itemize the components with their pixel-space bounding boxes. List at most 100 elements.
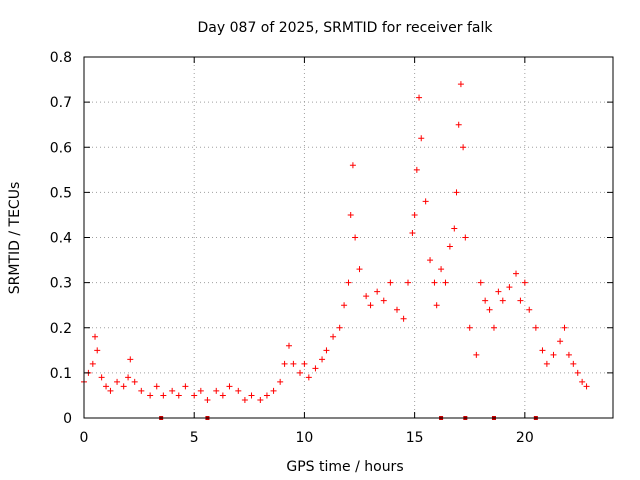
data-point	[341, 302, 348, 309]
data-point	[125, 374, 132, 381]
data-point	[457, 81, 464, 88]
data-point	[393, 306, 400, 313]
data-point	[197, 387, 204, 394]
y-axis-label: SRMTID / TECUs	[7, 182, 23, 295]
data-point	[499, 297, 506, 304]
data-point	[363, 293, 370, 300]
data-point	[345, 279, 352, 286]
data-point	[103, 383, 110, 390]
data-point	[400, 315, 407, 322]
tick-labels: 0 5 10 15 20 0 0.1 0.2 0.3 0.4 0.5 0.6 0.7 0.8	[50, 50, 534, 446]
data-point	[226, 383, 233, 390]
y-tick-label: 0	[63, 411, 72, 427]
data-point	[305, 374, 312, 381]
y-tick-label: 0.1	[50, 366, 72, 382]
data-point	[92, 333, 99, 340]
data-point	[550, 351, 557, 358]
data-point	[114, 378, 121, 385]
data-point	[349, 162, 356, 169]
data-point	[413, 166, 420, 173]
data-point	[347, 211, 354, 218]
data-point	[285, 342, 292, 349]
grid-lines	[84, 57, 613, 418]
data-point	[367, 302, 374, 309]
data-point	[204, 396, 211, 403]
data-point	[312, 365, 319, 372]
data-point	[526, 306, 533, 313]
data-point	[160, 392, 167, 399]
y-tick-label: 0.2	[50, 321, 72, 337]
data-point	[455, 121, 462, 128]
data-point	[219, 392, 226, 399]
data-point	[561, 324, 568, 331]
data-point	[490, 324, 497, 331]
data-point	[446, 243, 453, 250]
data-point	[579, 378, 586, 385]
data-point	[557, 338, 564, 345]
data-point	[374, 288, 381, 295]
data-point	[107, 387, 114, 394]
data-point	[94, 347, 101, 354]
data-point	[380, 297, 387, 304]
data-point	[574, 369, 581, 376]
data-point	[147, 392, 154, 399]
data-point	[301, 360, 308, 367]
data-point	[570, 360, 577, 367]
y-tick-label: 0.6	[50, 140, 72, 156]
data-point	[127, 356, 134, 363]
data-point	[131, 378, 138, 385]
y-tick-label: 0.3	[50, 276, 72, 292]
data-point	[422, 198, 429, 205]
chart-title: Day 087 of 2025, SRMTID for receiver fal…	[198, 20, 494, 36]
data-point	[330, 333, 337, 340]
data-point	[513, 270, 520, 277]
data-point	[213, 387, 220, 394]
data-point	[405, 279, 412, 286]
data-point	[462, 234, 469, 241]
data-point	[521, 279, 528, 286]
data-point	[138, 387, 145, 394]
x-tick-label: 20	[516, 430, 534, 446]
data-point	[460, 144, 467, 151]
data-point	[416, 94, 423, 101]
data-point	[411, 211, 418, 218]
data-point	[235, 387, 242, 394]
data-point	[263, 392, 270, 399]
x-axis-label: GPS time / hours	[286, 459, 403, 475]
data-point	[281, 360, 288, 367]
data-point	[241, 396, 248, 403]
data-point	[442, 279, 449, 286]
data-point	[175, 392, 182, 399]
data-point	[182, 383, 189, 390]
data-point	[532, 324, 539, 331]
data-point	[466, 324, 473, 331]
data-point	[506, 284, 513, 291]
data-point	[517, 297, 524, 304]
data-point	[191, 392, 198, 399]
data-point	[409, 229, 416, 236]
x-tick-label: 10	[296, 430, 314, 446]
data-point	[583, 383, 590, 390]
data-point	[473, 351, 480, 358]
data-point	[387, 279, 394, 286]
data-point	[277, 378, 284, 385]
data-point	[248, 392, 255, 399]
data-point	[431, 279, 438, 286]
data-point	[169, 387, 176, 394]
x-tick-label: 0	[80, 430, 89, 446]
data-point	[418, 135, 425, 142]
x-tick-label: 15	[406, 430, 424, 446]
data-point	[427, 257, 434, 264]
data-point	[433, 302, 440, 309]
data-point	[270, 387, 277, 394]
y-tick-label: 0.7	[50, 95, 72, 111]
data-point	[89, 360, 96, 367]
data-point	[482, 297, 489, 304]
data-point	[565, 351, 572, 358]
data-point	[336, 324, 343, 331]
data-point	[438, 266, 445, 273]
data-point	[453, 189, 460, 196]
data-point	[98, 374, 105, 381]
